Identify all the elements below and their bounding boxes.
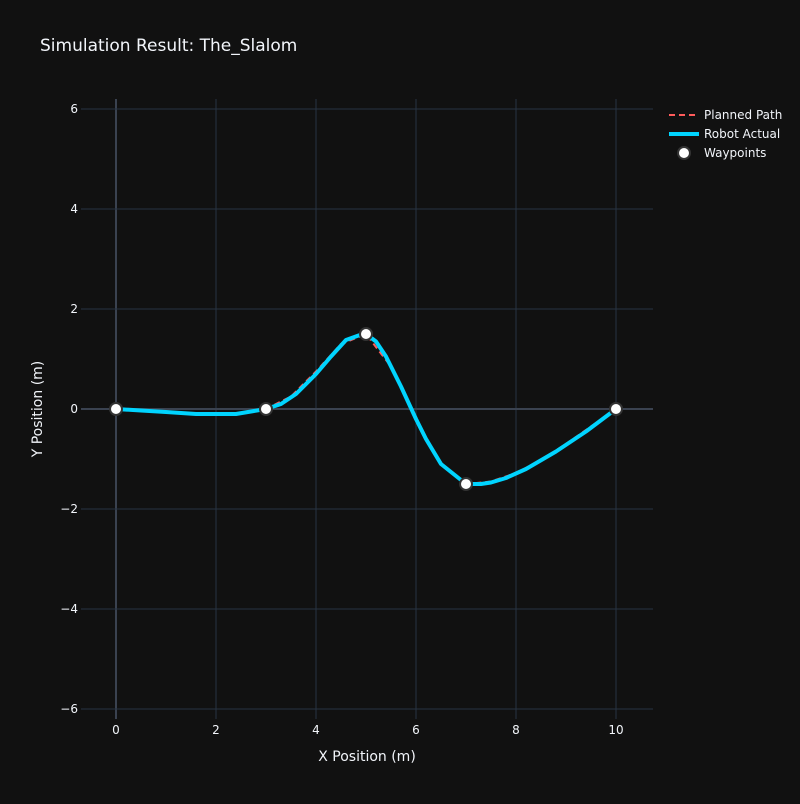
- x-tick-label: 2: [212, 723, 220, 737]
- legend-waypoints-swatch: [677, 146, 691, 160]
- legend-label: Waypoints: [704, 146, 766, 160]
- x-tick-label: 6: [412, 723, 420, 737]
- waypoint-marker: [259, 402, 273, 416]
- y-tick-label: 6: [70, 102, 78, 116]
- waypoint-marker: [609, 402, 623, 416]
- legend-label: Robot Actual: [704, 127, 780, 141]
- legend-label: Planned Path: [704, 108, 782, 122]
- chart-title: Simulation Result: The_Slalom: [40, 36, 297, 56]
- waypoint-marker: [459, 477, 473, 491]
- y-axis-label: Y Position (m): [30, 361, 46, 459]
- y-axis-ticks: −6 −4 −2 0 2 4 6: [60, 102, 78, 716]
- y-tick-label: 4: [70, 202, 78, 216]
- x-axis-label: X Position (m): [318, 749, 416, 765]
- waypoint-marker: [109, 402, 123, 416]
- x-tick-label: 10: [608, 723, 623, 737]
- x-axis-ticks: 0 2 4 6 8 10: [112, 723, 623, 737]
- x-tick-label: 4: [312, 723, 320, 737]
- x-tick-label: 0: [112, 723, 120, 737]
- y-tick-label: −4: [60, 602, 78, 616]
- waypoint-marker: [359, 327, 373, 341]
- grid: [81, 99, 653, 719]
- y-tick-label: −6: [60, 702, 78, 716]
- series-layer: [109, 327, 623, 491]
- y-tick-label: 0: [70, 402, 78, 416]
- y-tick-label: 2: [70, 302, 78, 316]
- y-tick-label: −2: [60, 502, 78, 516]
- legend: Planned Path Robot Actual Waypoints: [669, 108, 782, 160]
- x-tick-label: 8: [512, 723, 520, 737]
